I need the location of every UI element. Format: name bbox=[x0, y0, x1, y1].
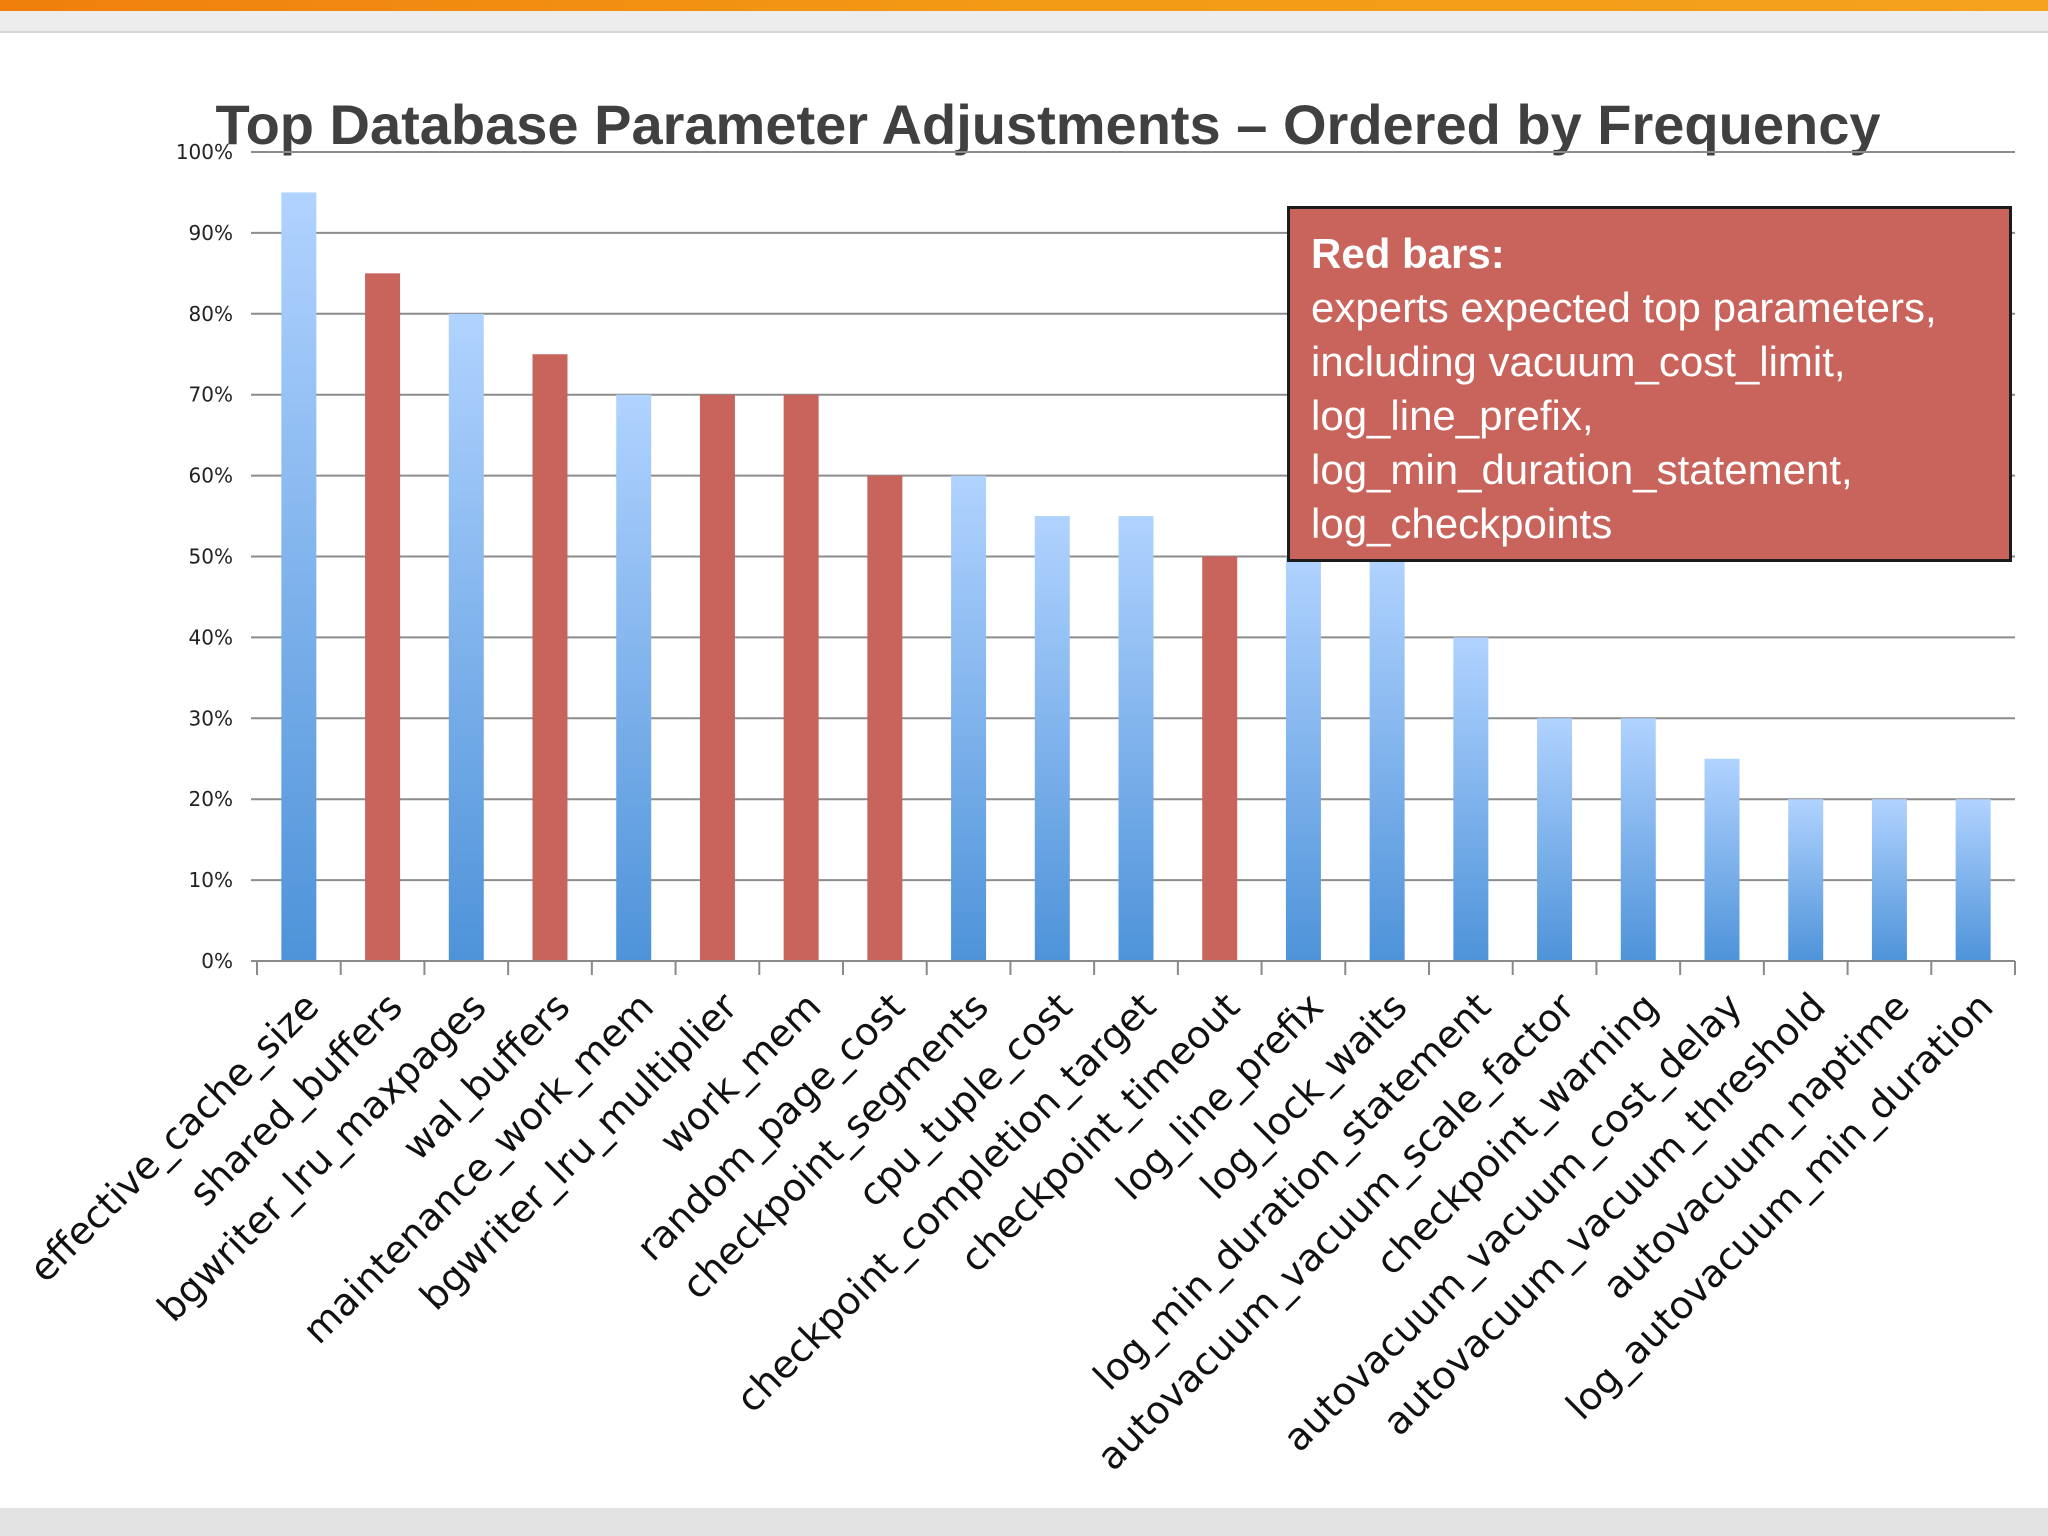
y-tick-label: 20% bbox=[189, 787, 233, 811]
callout-heading: Red bars: bbox=[1311, 230, 1505, 277]
bar bbox=[1118, 516, 1154, 961]
bar bbox=[1788, 799, 1824, 961]
bar bbox=[1034, 516, 1070, 961]
bars bbox=[281, 192, 1991, 962]
y-tick-label: 10% bbox=[189, 868, 233, 892]
x-axis-labels: effective_cache_sizeshared_buffersbgwrit… bbox=[21, 984, 2002, 1479]
x-axis bbox=[256, 960, 2016, 975]
bar bbox=[951, 475, 987, 961]
bar bbox=[1620, 718, 1656, 961]
y-tick-label: 90% bbox=[189, 221, 233, 245]
y-tick-label: 80% bbox=[189, 302, 233, 326]
y-tick-label: 70% bbox=[189, 383, 233, 407]
bar bbox=[1453, 637, 1489, 961]
bar-highlighted bbox=[532, 354, 568, 961]
bar bbox=[1369, 556, 1405, 961]
y-tick-label: 0% bbox=[201, 949, 233, 973]
bar bbox=[616, 394, 652, 961]
callout-line-3: log_line_prefix, bbox=[1311, 392, 1594, 439]
chart-title: Top Database Parameter Adjustments – Ord… bbox=[216, 93, 1881, 156]
bar bbox=[1537, 718, 1573, 961]
bar bbox=[1285, 556, 1321, 961]
bar bbox=[448, 313, 484, 961]
bar-highlighted bbox=[1202, 556, 1238, 961]
bar bbox=[281, 192, 317, 961]
bar-highlighted bbox=[867, 475, 903, 961]
callout-line-1: experts expected top parameters, bbox=[1311, 284, 1937, 331]
bar bbox=[1955, 799, 1991, 961]
y-tick-label: 40% bbox=[189, 625, 233, 649]
y-tick-label: 60% bbox=[189, 464, 233, 488]
bar bbox=[1871, 799, 1907, 961]
y-tick-label: 50% bbox=[189, 545, 233, 569]
top-accent-bar bbox=[0, 0, 2048, 11]
bar-highlighted bbox=[699, 394, 735, 961]
slide: Top Database Parameter Adjustments – Ord… bbox=[0, 31, 2048, 1510]
bar-highlighted bbox=[365, 273, 401, 962]
y-tick-label: 100% bbox=[176, 140, 233, 164]
red-bars-callout: Red bars: experts expected top parameter… bbox=[1287, 206, 2012, 562]
callout-line-2: including vacuum_cost_limit, bbox=[1311, 338, 1846, 385]
y-axis-ticks: 0% 10% 20% 30% 40% 50% 60% 70% 80% 90% 100% bbox=[176, 140, 233, 973]
bar-chart: Top Database Parameter Adjustments – Ord… bbox=[21, 93, 2016, 1479]
bar-highlighted bbox=[783, 394, 819, 961]
bottom-strip bbox=[0, 1508, 2048, 1536]
callout-line-4: log_min_duration_statement, bbox=[1311, 446, 1853, 493]
bar bbox=[1704, 758, 1740, 961]
y-tick-label: 30% bbox=[189, 706, 233, 730]
callout-line-5: log_checkpoints bbox=[1311, 500, 1613, 547]
top-strip bbox=[0, 11, 2048, 31]
